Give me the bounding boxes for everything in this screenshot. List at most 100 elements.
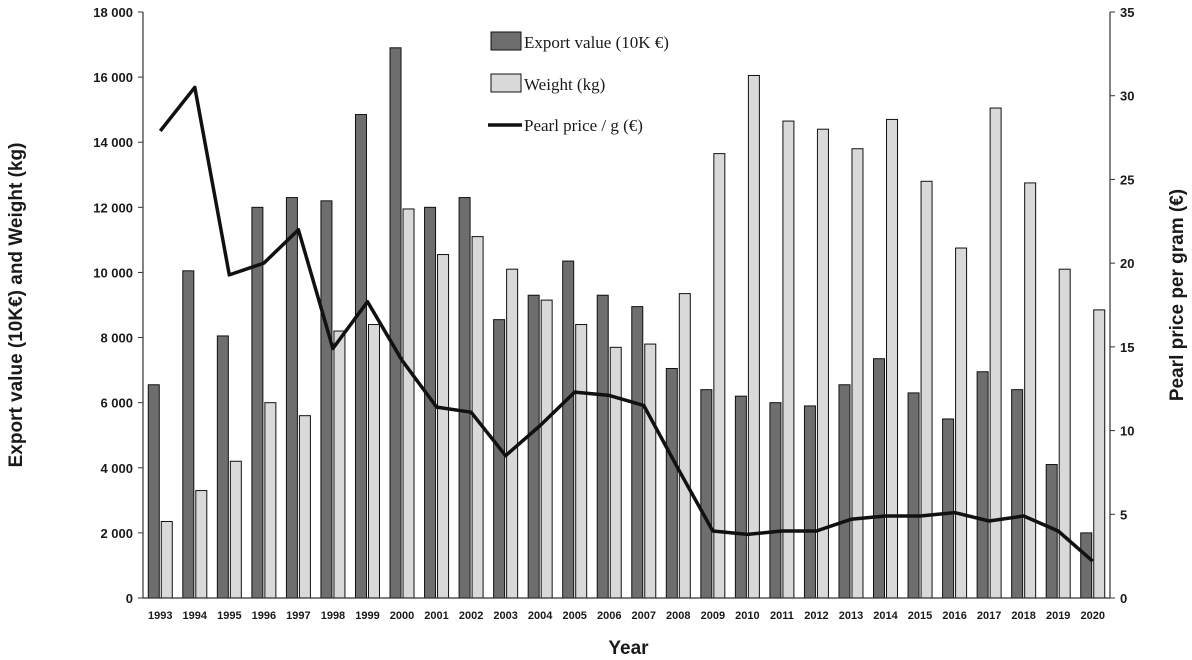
x-tick-label: 1994 xyxy=(183,610,208,622)
weight-bar xyxy=(195,490,208,599)
export-bar xyxy=(1080,532,1093,599)
x-tick-label: 2020 xyxy=(1080,610,1104,622)
x-tick-label: 2003 xyxy=(493,610,517,622)
x-tick-label: 1999 xyxy=(355,610,379,622)
export-bar xyxy=(527,294,540,599)
left-tick-label: 0 xyxy=(126,591,133,606)
x-tick-label: 1998 xyxy=(321,610,345,622)
x-tick-label: 2010 xyxy=(735,610,759,622)
export-bar xyxy=(216,335,229,599)
axes-layer: 0 2 000 4 000 6 000 8 000 10 000 12 000 14 000 1… xyxy=(93,5,1134,622)
weight-bar xyxy=(955,247,968,599)
export-bar xyxy=(1011,389,1024,599)
export-bar xyxy=(942,418,955,599)
x-tick-label: 2011 xyxy=(770,610,794,622)
x-tick-label: 2002 xyxy=(459,610,483,622)
x-tick-label: 2013 xyxy=(839,610,863,622)
export-bar xyxy=(907,392,920,599)
weight-bar xyxy=(229,460,242,599)
x-axis-title: Year xyxy=(608,638,649,659)
weight-bar xyxy=(1093,309,1106,599)
export-bar xyxy=(596,294,609,599)
weight-bar xyxy=(1058,268,1071,599)
weight-bar xyxy=(298,415,311,599)
weight-bar xyxy=(264,402,277,599)
x-tick-label: 2001 xyxy=(424,610,448,622)
weight-bar xyxy=(851,148,864,599)
weight-bar xyxy=(160,520,173,599)
price-line-layer xyxy=(158,85,1094,563)
x-tick-label: 2009 xyxy=(701,610,725,622)
right-tick-label: 15 xyxy=(1120,340,1134,355)
legend: Export value (10K €) Weight (kg) Pearl pri… xyxy=(488,31,669,135)
left-tick-label: 16 000 xyxy=(93,70,133,85)
x-tick-label: 2015 xyxy=(908,610,932,622)
export-bar xyxy=(389,47,402,599)
left-tick-label: 18 000 xyxy=(93,5,133,20)
x-tick-label: 2016 xyxy=(942,610,966,622)
export-bar xyxy=(320,200,333,599)
export-bar xyxy=(285,197,298,599)
left-tick-label: 14 000 xyxy=(93,135,133,150)
right-axis-title: Pearl price per gram (€) xyxy=(1167,189,1188,401)
weight-bar xyxy=(920,180,933,599)
legend-label: Pearl price / g (€) xyxy=(524,116,643,135)
export-bar xyxy=(976,371,989,599)
x-tick-label: 2005 xyxy=(562,610,586,622)
export-bar xyxy=(458,197,471,599)
export-bar xyxy=(493,319,506,599)
legend-label: Weight (kg) xyxy=(524,75,605,94)
x-tick-label: 2018 xyxy=(1011,610,1035,622)
bars-layer xyxy=(147,47,1106,599)
left-tick-label: 8 000 xyxy=(100,331,133,346)
x-tick-label: 2012 xyxy=(804,610,828,622)
left-tick-label: 6 000 xyxy=(100,396,133,411)
x-tick-label: 2017 xyxy=(977,610,1001,622)
legend-swatch xyxy=(490,73,522,93)
left-tick-label: 4 000 xyxy=(100,461,133,476)
x-tick-label: 1997 xyxy=(286,610,310,622)
weight-bar xyxy=(540,299,553,599)
weight-bar xyxy=(747,74,760,599)
export-bar xyxy=(562,260,575,599)
x-tick-label: 2019 xyxy=(1046,610,1070,622)
left-tick-label: 10 000 xyxy=(93,265,133,280)
x-tick-label: 1995 xyxy=(217,610,241,622)
axis-titles: Year Export value (10K€) and Weight (kg) P… xyxy=(6,143,1188,659)
weight-bar xyxy=(575,324,588,599)
weight-bar xyxy=(506,268,519,599)
export-bar xyxy=(803,405,816,599)
export-bar xyxy=(665,367,678,599)
weight-bar xyxy=(678,293,691,599)
right-tick-label: 25 xyxy=(1120,172,1134,187)
x-tick-label: 2014 xyxy=(873,610,898,622)
left-axis-title: Export value (10K€) and Weight (kg) xyxy=(6,143,27,468)
export-bar xyxy=(182,270,195,599)
right-tick-label: 5 xyxy=(1120,507,1127,522)
export-bar xyxy=(734,395,747,599)
right-tick-label: 35 xyxy=(1120,5,1134,20)
weight-bar xyxy=(333,330,346,599)
weight-bar xyxy=(1024,182,1037,599)
legend-swatch xyxy=(490,31,522,51)
weight-bar xyxy=(886,118,899,599)
x-tick-label: 2000 xyxy=(390,610,414,622)
export-bar xyxy=(769,402,782,599)
x-tick-label: 2008 xyxy=(666,610,690,622)
left-tick-label: 12 000 xyxy=(93,200,133,215)
right-tick-label: 10 xyxy=(1120,424,1134,439)
export-bar xyxy=(354,114,367,599)
export-bar xyxy=(631,306,644,599)
x-tick-label: 2006 xyxy=(597,610,621,622)
export-bar xyxy=(838,384,851,599)
export-bar xyxy=(873,358,886,599)
weight-bar xyxy=(782,120,795,599)
weight-bar xyxy=(609,346,622,599)
right-tick-label: 30 xyxy=(1120,89,1134,104)
legend-label: Export value (10K €) xyxy=(524,33,669,52)
weight-bar xyxy=(367,324,380,599)
right-tick-label: 20 xyxy=(1120,256,1134,271)
x-tick-label: 1996 xyxy=(252,610,276,622)
left-tick-label: 2 000 xyxy=(100,526,133,541)
x-tick-label: 1993 xyxy=(148,610,172,622)
